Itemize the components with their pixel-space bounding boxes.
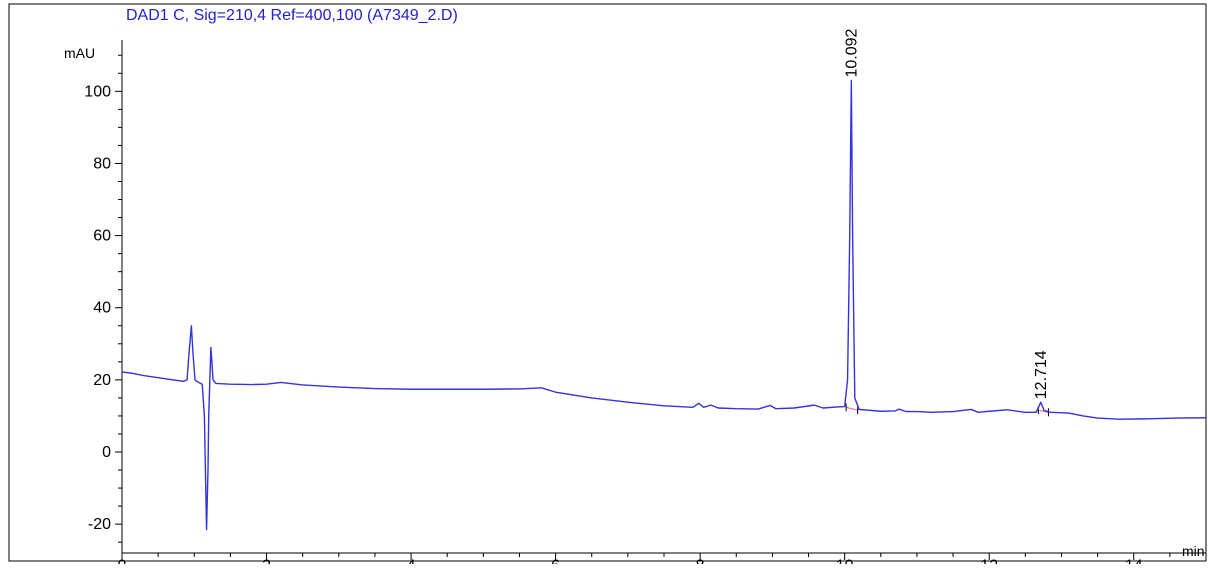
peak-labels: 10.092 12.714	[843, 28, 1049, 399]
x-tick-label: 14	[1125, 557, 1143, 564]
x-tick-label: 0	[118, 557, 127, 564]
y-tick-label: -20	[88, 516, 111, 533]
x-tick-label: 12	[980, 557, 998, 564]
x-tick-label: 6	[551, 557, 560, 564]
x-axis-label: min	[1182, 543, 1205, 559]
y-tick-label: 20	[93, 372, 111, 389]
y-tick-label: 60	[93, 228, 111, 245]
x-tick-label: 10	[836, 557, 854, 564]
peak-label: 12.714	[1033, 350, 1050, 399]
x-tick-label: 2	[262, 557, 271, 564]
integration-baselines	[845, 403, 1049, 417]
y-tick-label: 40	[93, 300, 111, 317]
signal-line	[121, 79, 1207, 531]
axes: -20 0 20 40 60 80 100 0 2 4 6 8 10 12 14	[84, 40, 1207, 569]
peak-label: 10.092	[843, 28, 860, 77]
signal-trace	[121, 79, 1207, 531]
chart-title: DAD1 C, Sig=210,4 Ref=400,100 (A7349_2.D…	[126, 7, 458, 24]
y-tick-label: 100	[84, 83, 111, 100]
x-tick-label: 8	[696, 557, 705, 564]
y-tick-label: 80	[93, 155, 111, 172]
integration-baseline	[845, 406, 858, 411]
y-tick-label: 0	[102, 444, 111, 461]
x-tick-label: 4	[407, 557, 416, 564]
y-axis-label: mAU	[64, 45, 95, 61]
plot-frame	[8, 3, 1207, 562]
